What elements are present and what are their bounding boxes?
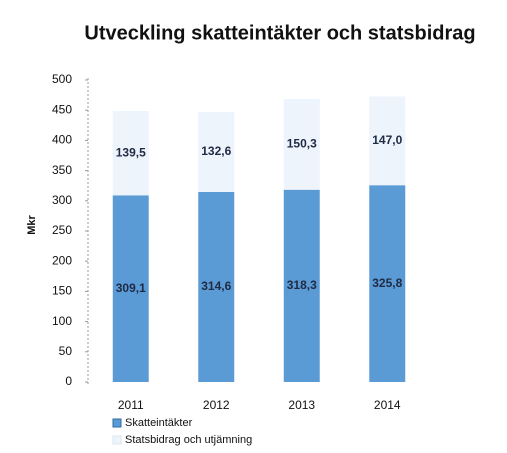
x-tick-label: 2014 (374, 398, 401, 412)
value-label: 325,8 (372, 276, 402, 290)
y-tick-label: 150 (52, 284, 72, 298)
bar-segment (283, 98, 320, 190)
value-label: 139,5 (116, 145, 146, 159)
bar-segment (198, 191, 235, 382)
value-label: 318,3 (287, 278, 317, 292)
bar-segment (198, 111, 235, 192)
y-tick-label: 450 (52, 102, 72, 116)
y-tick-label: 0 (65, 374, 72, 388)
bar-segment (283, 189, 320, 382)
bar-segment (112, 195, 149, 382)
value-label: 309,1 (116, 281, 146, 295)
y-tick-label: 50 (59, 344, 73, 358)
y-tick-label: 250 (52, 223, 72, 237)
y-axis-label: Mkr (26, 215, 38, 235)
value-label: 314,6 (201, 279, 231, 293)
y-tick-label: 200 (52, 253, 72, 267)
bar-segment (369, 96, 406, 186)
x-tick-label: 2011 (118, 398, 144, 412)
y-tick-label: 400 (52, 133, 72, 147)
y-tick-label: 300 (52, 193, 72, 207)
value-label: 150,3 (287, 137, 317, 151)
y-tick-label: 500 (52, 72, 72, 86)
bar-segment (112, 111, 149, 196)
x-tick-label: 2013 (288, 398, 315, 412)
legend-label: Statsbidrag och utjämning (125, 434, 252, 446)
chart-title: Utveckling skatteintäkter och statsbidra… (84, 22, 475, 44)
y-tick-label: 350 (52, 163, 72, 177)
legend-swatch (112, 418, 122, 428)
value-label: 147,0 (372, 133, 402, 147)
legend-swatch (112, 435, 122, 445)
x-tick-label: 2012 (203, 398, 230, 412)
legend-label: Skatteintäkter (125, 417, 193, 429)
bar-segment (369, 185, 406, 382)
value-label: 132,6 (201, 144, 231, 158)
y-tick-label: 100 (52, 314, 72, 328)
